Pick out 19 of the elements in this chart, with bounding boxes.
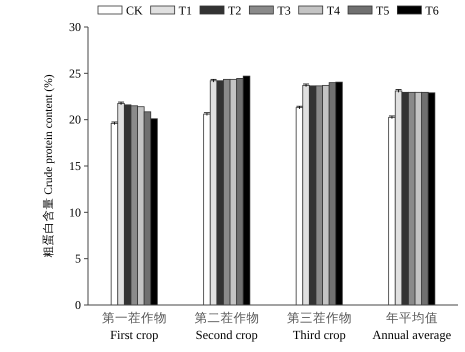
legend-label: T6 [425, 4, 439, 18]
y-tick-label: 0 [75, 298, 81, 312]
legend-label: T5 [376, 4, 390, 18]
x-tick-label: 第一茬作物 First crop [102, 311, 167, 342]
legend-label: T4 [326, 4, 340, 18]
y-tick-label: 25 [69, 66, 81, 80]
y-tick-label: 15 [69, 159, 81, 173]
legend-label: T1 [178, 4, 192, 18]
y-tick-label: 10 [69, 205, 81, 220]
x-tick-label: 年平均值 Annual average [372, 311, 452, 342]
y-tick-label: 5 [75, 252, 81, 266]
x-tick-label: 第三茬作物 Third crop [286, 311, 352, 342]
legend-label: T3 [277, 4, 291, 18]
legend-label: CK [126, 4, 144, 18]
y-tick-label: 30 [69, 20, 81, 34]
y-axis-title: 粗蛋白含量 Crude protein content (%) [42, 74, 55, 258]
x-tick-label: 第二茬作物 Second crop [194, 311, 260, 342]
legend-label: T2 [228, 4, 242, 18]
y-tick-label: 20 [69, 112, 81, 127]
